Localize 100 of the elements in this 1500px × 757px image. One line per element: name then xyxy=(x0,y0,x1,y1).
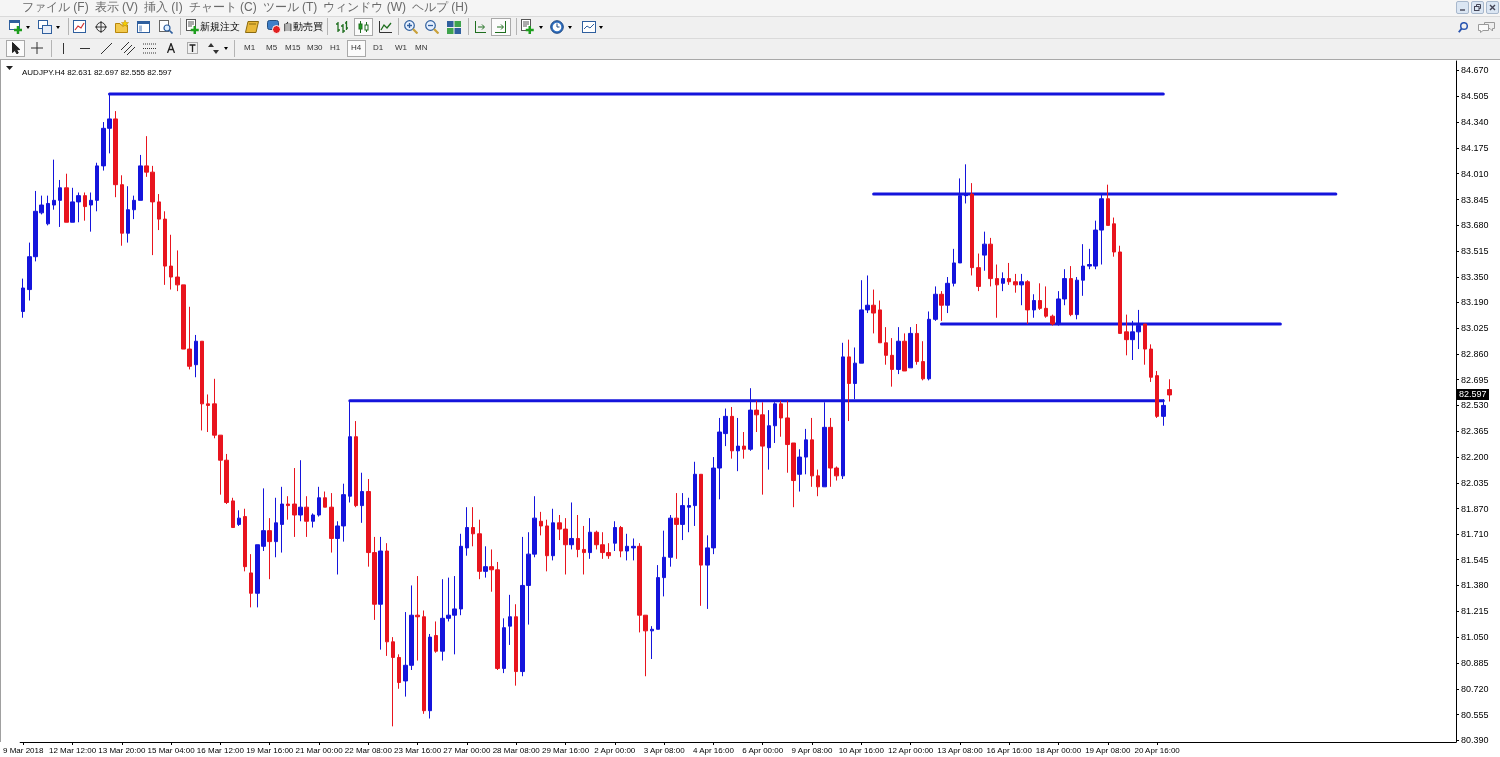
y-tick-label: 80.555 xyxy=(1461,709,1489,720)
candlestick xyxy=(477,519,482,580)
candlestick xyxy=(415,575,420,662)
candlestick xyxy=(459,533,463,616)
y-tick-label: 83.680 xyxy=(1461,220,1489,231)
candlestick xyxy=(1075,276,1079,320)
y-tick-label: 84.340 xyxy=(1461,117,1489,128)
candlestick xyxy=(317,486,321,518)
y-tick-label: 81.710 xyxy=(1461,528,1489,539)
candlestick xyxy=(588,517,592,560)
x-tick-label: 19 Mar 16:00 xyxy=(246,745,294,755)
candlestick xyxy=(64,173,69,223)
y-tick-label: 84.175 xyxy=(1461,142,1489,153)
x-tick-label: 16 Mar 12:00 xyxy=(196,745,245,755)
y-tick-label: 82.200 xyxy=(1461,452,1489,463)
candlestick xyxy=(1149,343,1153,383)
y-tick-label: 81.545 xyxy=(1461,554,1489,565)
text: 自動売買 xyxy=(283,21,323,32)
candlestick xyxy=(1050,314,1055,327)
x-tick-label: 20 Apr 16:00 xyxy=(1134,745,1181,755)
candlestick xyxy=(58,179,62,228)
candlestick xyxy=(1106,184,1110,226)
candlestick xyxy=(1118,245,1122,334)
x-tick-label: 4 Apr 16:00 xyxy=(692,745,735,755)
candlestick xyxy=(908,326,913,369)
candlestick xyxy=(674,492,679,560)
candlestick xyxy=(1001,271,1005,292)
text: チャート (C) xyxy=(188,0,257,14)
candlestick xyxy=(680,492,685,541)
x-tick-label: 29 Mar 16:00 xyxy=(541,745,590,755)
y-tick-label: 81.215 xyxy=(1461,606,1489,617)
x-tick-label: 12 Mar 12:00 xyxy=(48,745,97,755)
x-tick-label: 15 Mar 04:00 xyxy=(147,745,196,755)
candlestick xyxy=(286,495,290,521)
candlestick xyxy=(434,620,438,654)
y-tick-label: 81.380 xyxy=(1461,580,1489,591)
candlestick xyxy=(890,337,894,388)
candlestick xyxy=(896,326,901,375)
candlestick xyxy=(668,514,673,568)
text: M1 xyxy=(244,43,256,52)
x-tick-label: 13 Mar 20:00 xyxy=(98,745,146,755)
candlestick xyxy=(354,420,358,508)
candlestick xyxy=(304,495,309,538)
text: AUDJPY.H4 82.631 82.697 82.555 82.597 xyxy=(22,67,173,77)
candlestick xyxy=(329,492,334,554)
x-tick-label: 23 Mar 16:00 xyxy=(394,745,442,755)
candlestick xyxy=(243,508,247,572)
text: ファイル (F) xyxy=(22,0,89,14)
candlestick xyxy=(631,537,636,561)
y-tick-label: 82.035 xyxy=(1461,477,1489,488)
y-tick-label: 82.860 xyxy=(1461,348,1489,359)
candlestick xyxy=(206,393,210,433)
x-tick-label: 21 Mar 00:00 xyxy=(295,745,344,755)
y-tick-label: 80.720 xyxy=(1461,683,1489,694)
x-tick-label: 9 Apr 08:00 xyxy=(791,745,834,755)
candlestick xyxy=(267,517,272,580)
candlestick xyxy=(779,400,783,438)
x-tick-label: 27 Mar 00:00 xyxy=(443,745,492,755)
candlestick xyxy=(582,525,586,575)
candlestick xyxy=(1013,273,1018,294)
x-tick-label: 3 Apr 08:00 xyxy=(643,745,686,755)
candlestick xyxy=(1032,293,1036,319)
y-tick-label: 82.695 xyxy=(1461,374,1489,385)
text: ヘルプ (H) xyxy=(411,0,468,14)
y-tick-label: 84.505 xyxy=(1461,91,1489,102)
candlestick xyxy=(797,448,802,493)
candlestick xyxy=(742,431,746,460)
candlestick xyxy=(730,406,734,460)
candlestick xyxy=(878,300,882,344)
candlestick xyxy=(52,159,56,211)
candlestick xyxy=(89,192,93,233)
text: H4 xyxy=(351,43,362,52)
candlestick xyxy=(539,511,543,536)
text: ウィンドウ (W) xyxy=(323,0,406,14)
candlestick xyxy=(625,533,629,561)
y-tick-label: 83.515 xyxy=(1461,246,1489,257)
candlestick xyxy=(933,285,938,322)
candlestick xyxy=(428,633,432,720)
candlestick xyxy=(237,509,241,527)
y-tick-label: 80.885 xyxy=(1461,657,1489,668)
candlestick xyxy=(298,459,303,522)
candlestick xyxy=(138,154,143,201)
candlestick xyxy=(1019,273,1024,306)
candlestick xyxy=(693,461,697,527)
candlestick xyxy=(921,340,925,381)
y-tick-label: 84.670 xyxy=(1461,65,1489,76)
candlestick xyxy=(163,210,167,286)
candlestick xyxy=(21,278,25,319)
candlestick xyxy=(1112,217,1116,258)
candlestick xyxy=(1155,370,1159,419)
candlestick xyxy=(1167,378,1172,402)
candlestick xyxy=(120,174,124,247)
candlestick xyxy=(1038,282,1042,311)
candlestick xyxy=(157,193,161,231)
text: D1 xyxy=(373,43,384,52)
candlestick xyxy=(662,530,666,597)
x-tick-label: 10 Apr 16:00 xyxy=(838,745,885,755)
candlestick xyxy=(1025,279,1030,325)
x-tick-label: 22 Mar 08:00 xyxy=(344,745,393,755)
text: MN xyxy=(415,43,428,52)
